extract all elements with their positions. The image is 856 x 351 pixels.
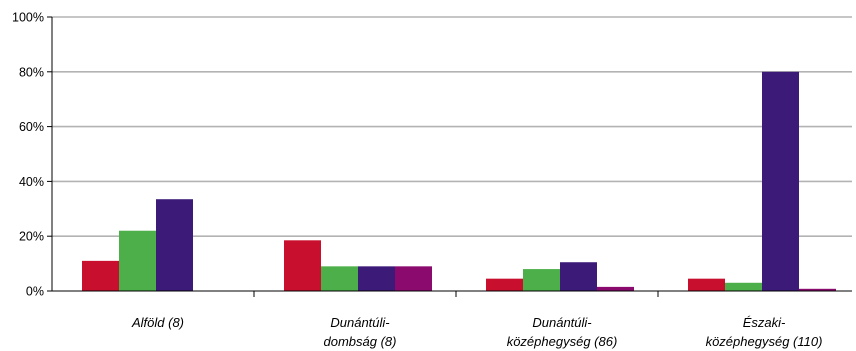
y-tick-label: 60%: [19, 120, 44, 134]
bar-1-3: [395, 266, 432, 291]
axes: [47, 16, 852, 297]
bar-2-3: [597, 286, 634, 291]
category-label: Dunántúli-dombság (8): [324, 315, 397, 349]
bar-3-2: [762, 71, 799, 291]
bars: [82, 71, 836, 291]
category-label: Északi-középhegység (110): [706, 315, 823, 349]
y-tick-label: 40%: [19, 175, 44, 189]
x-axis-category-labels: Alföld (8) Dunántúli-dombság (8) Dunántúli…: [131, 315, 822, 349]
bar-0-2: [156, 199, 193, 291]
y-axis-tick-labels: 0% 20% 40% 60% 80% 100%: [12, 11, 44, 299]
bar-3-3: [799, 288, 836, 291]
bar-2-0: [486, 278, 523, 291]
category-label: Dunántúli-középhegység (86): [507, 315, 618, 349]
bar-1-1: [321, 266, 358, 291]
y-tick-label: 100%: [12, 11, 44, 25]
bar-2-2: [560, 262, 597, 291]
y-tick-label: 20%: [19, 230, 44, 244]
bar-3-1: [725, 282, 762, 291]
bar-3-0: [688, 278, 725, 291]
category-label: Alföld (8): [131, 315, 184, 330]
y-tick-label: 80%: [19, 65, 44, 79]
bar-1-0: [284, 240, 321, 291]
y-tick-label: 0%: [26, 285, 44, 299]
bar-0-1: [119, 230, 156, 291]
bar-2-1: [523, 269, 560, 291]
bar-0-0: [82, 260, 119, 291]
gridlines: [52, 16, 852, 237]
bar-1-2: [358, 266, 395, 291]
